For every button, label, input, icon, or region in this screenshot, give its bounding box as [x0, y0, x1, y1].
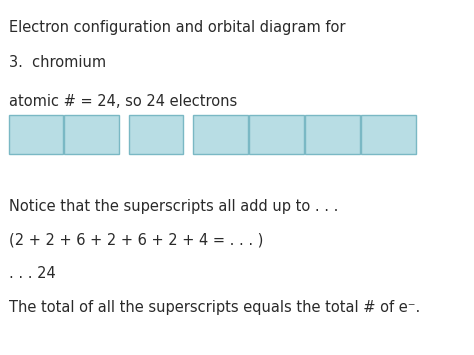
Text: (2 + 2 + 6 + 2 + 6 + 2 + 4 = . . . ): (2 + 2 + 6 + 2 + 6 + 2 + 4 = . . . )	[9, 233, 263, 247]
Text: Notice that the superscripts all add up to . . .: Notice that the superscripts all add up …	[9, 199, 338, 214]
Bar	[249, 115, 304, 154]
Bar	[64, 115, 119, 154]
Bar	[129, 115, 183, 154]
Bar	[305, 115, 360, 154]
Text: 3.  chromium: 3. chromium	[9, 55, 106, 70]
Text: atomic # = 24, so 24 electrons: atomic # = 24, so 24 electrons	[9, 94, 237, 109]
Text: . . . 24: . . . 24	[9, 266, 55, 281]
Bar	[193, 115, 248, 154]
Text: The total of all the superscripts equals the total # of e⁻.: The total of all the superscripts equals…	[9, 300, 420, 315]
Bar	[9, 115, 63, 154]
Bar	[361, 115, 416, 154]
Text: Electron configuration and orbital diagram for: Electron configuration and orbital diagr…	[9, 20, 345, 34]
